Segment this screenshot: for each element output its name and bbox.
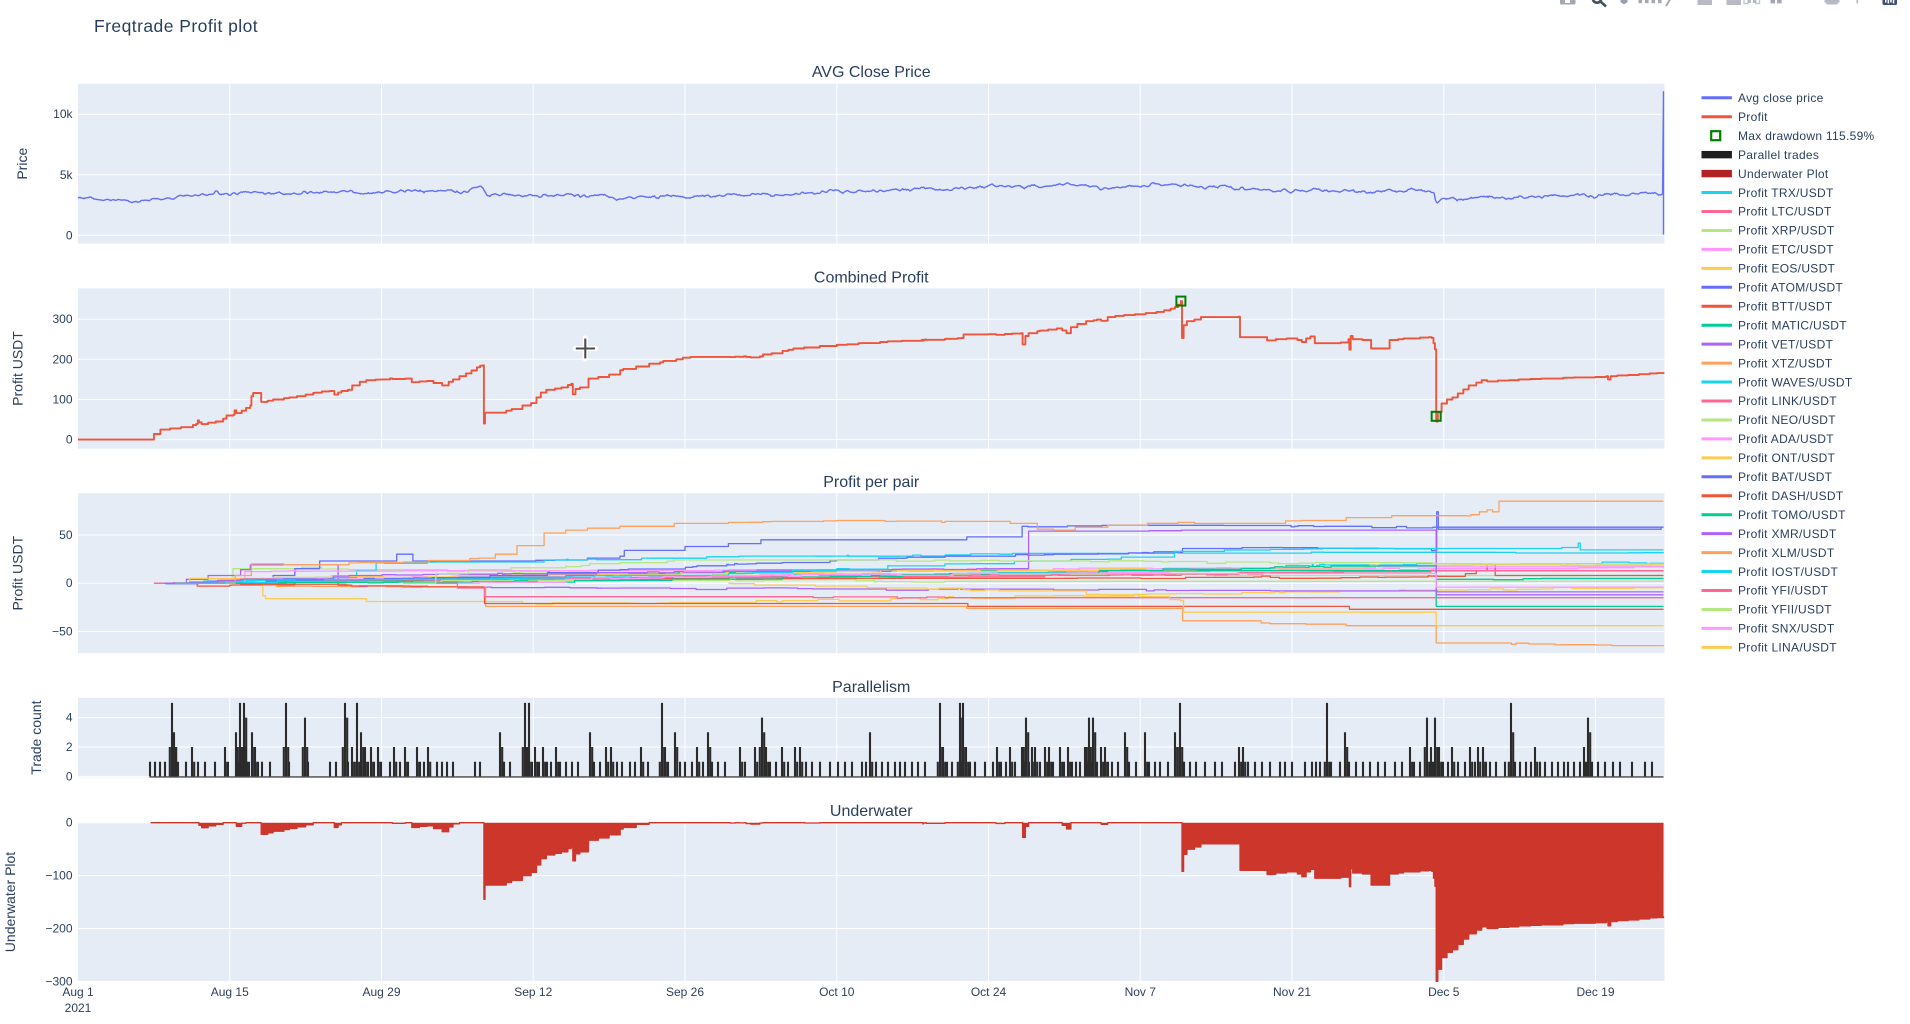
svg-text:4: 4 bbox=[66, 711, 73, 725]
svg-text:10k: 10k bbox=[53, 107, 73, 121]
svg-text:300: 300 bbox=[52, 312, 72, 326]
svg-text:Profit WAVES/USDT: Profit WAVES/USDT bbox=[1738, 375, 1853, 389]
svg-text:Profit LINK/USDT: Profit LINK/USDT bbox=[1738, 394, 1837, 408]
svg-text:Dec 19: Dec 19 bbox=[1576, 985, 1614, 999]
svg-text:Profit per pair: Profit per pair bbox=[823, 474, 920, 491]
svg-text:0: 0 bbox=[66, 228, 73, 242]
svg-text:Profit USDT: Profit USDT bbox=[10, 331, 26, 406]
svg-text:Dec 5: Dec 5 bbox=[1428, 985, 1460, 999]
svg-text:Nov 21: Nov 21 bbox=[1273, 985, 1311, 999]
svg-text:Profit XTZ/USDT: Profit XTZ/USDT bbox=[1738, 356, 1833, 370]
svg-text:Profit ADA/USDT: Profit ADA/USDT bbox=[1738, 432, 1834, 446]
svg-text:0: 0 bbox=[66, 433, 73, 447]
svg-text:Profit NEO/USDT: Profit NEO/USDT bbox=[1738, 413, 1836, 427]
svg-text:Sep 12: Sep 12 bbox=[514, 985, 552, 999]
svg-text:0: 0 bbox=[66, 769, 73, 783]
svg-text:Underwater Plot: Underwater Plot bbox=[1738, 167, 1829, 181]
svg-text:Profit TRX/USDT: Profit TRX/USDT bbox=[1738, 186, 1834, 200]
svg-text:0: 0 bbox=[66, 576, 73, 590]
svg-text:Max drawdown 115.59%: Max drawdown 115.59% bbox=[1738, 129, 1875, 143]
svg-text:Oct 24: Oct 24 bbox=[971, 985, 1007, 999]
svg-text:Profit XMR/USDT: Profit XMR/USDT bbox=[1738, 527, 1837, 541]
svg-text:Aug 15: Aug 15 bbox=[211, 985, 249, 999]
svg-text:Profit YFI/USDT: Profit YFI/USDT bbox=[1738, 584, 1829, 598]
svg-text:Profit DASH/USDT: Profit DASH/USDT bbox=[1738, 489, 1844, 503]
svg-text:Profit XLM/USDT: Profit XLM/USDT bbox=[1738, 546, 1835, 560]
svg-text:AVG Close Price: AVG Close Price bbox=[812, 64, 931, 81]
svg-text:2: 2 bbox=[66, 740, 73, 754]
svg-text:Profit USDT: Profit USDT bbox=[10, 535, 26, 610]
svg-text:Profit IOST/USDT: Profit IOST/USDT bbox=[1738, 565, 1839, 579]
svg-text:50: 50 bbox=[59, 528, 73, 542]
svg-text:Combined Profit: Combined Profit bbox=[814, 270, 929, 287]
svg-text:2021: 2021 bbox=[65, 1001, 92, 1015]
svg-text:Profit: Profit bbox=[1738, 110, 1768, 124]
svg-text:Sep 26: Sep 26 bbox=[666, 985, 704, 999]
svg-text:Freqtrade Profit plot: Freqtrade Profit plot bbox=[94, 16, 258, 36]
svg-text:Profit BAT/USDT: Profit BAT/USDT bbox=[1738, 470, 1833, 484]
svg-text:Profit SNX/USDT: Profit SNX/USDT bbox=[1738, 622, 1835, 636]
svg-text:Price: Price bbox=[14, 148, 30, 180]
svg-text:−300: −300 bbox=[45, 974, 72, 988]
svg-text:Underwater Plot: Underwater Plot bbox=[2, 852, 18, 952]
svg-text:Profit EOS/USDT: Profit EOS/USDT bbox=[1738, 262, 1836, 276]
svg-text:Profit ATOM/USDT: Profit ATOM/USDT bbox=[1738, 281, 1843, 295]
svg-text:Profit BTT/USDT: Profit BTT/USDT bbox=[1738, 299, 1833, 313]
svg-text:Profit YFII/USDT: Profit YFII/USDT bbox=[1738, 603, 1832, 617]
svg-text:Parallel trades: Parallel trades bbox=[1738, 148, 1819, 162]
svg-text:0: 0 bbox=[66, 816, 73, 830]
svg-text:Aug 1: Aug 1 bbox=[62, 985, 94, 999]
svg-text:Profit ETC/USDT: Profit ETC/USDT bbox=[1738, 243, 1834, 257]
svg-text:Profit XRP/USDT: Profit XRP/USDT bbox=[1738, 224, 1835, 238]
svg-text:5k: 5k bbox=[60, 168, 74, 182]
svg-text:Profit ONT/USDT: Profit ONT/USDT bbox=[1738, 451, 1836, 465]
svg-text:200: 200 bbox=[52, 352, 72, 366]
svg-text:−50: −50 bbox=[52, 624, 73, 638]
svg-text:Profit TOMO/USDT: Profit TOMO/USDT bbox=[1738, 508, 1846, 522]
svg-text:Profit LINA/USDT: Profit LINA/USDT bbox=[1738, 641, 1837, 655]
svg-text:Profit VET/USDT: Profit VET/USDT bbox=[1738, 337, 1834, 351]
svg-text:Trade count: Trade count bbox=[28, 700, 44, 774]
svg-text:100: 100 bbox=[52, 392, 72, 406]
svg-text:Nov 7: Nov 7 bbox=[1125, 985, 1157, 999]
svg-text:Profit MATIC/USDT: Profit MATIC/USDT bbox=[1738, 318, 1847, 332]
svg-text:−200: −200 bbox=[45, 922, 72, 936]
svg-text:Profit LTC/USDT: Profit LTC/USDT bbox=[1738, 205, 1832, 219]
svg-text:Avg close price: Avg close price bbox=[1738, 91, 1824, 105]
svg-text:Aug 29: Aug 29 bbox=[362, 985, 400, 999]
svg-text:Oct 10: Oct 10 bbox=[819, 985, 855, 999]
svg-text:Underwater: Underwater bbox=[830, 803, 913, 820]
svg-text:Parallelism: Parallelism bbox=[832, 679, 910, 696]
svg-text:−100: −100 bbox=[45, 869, 72, 883]
